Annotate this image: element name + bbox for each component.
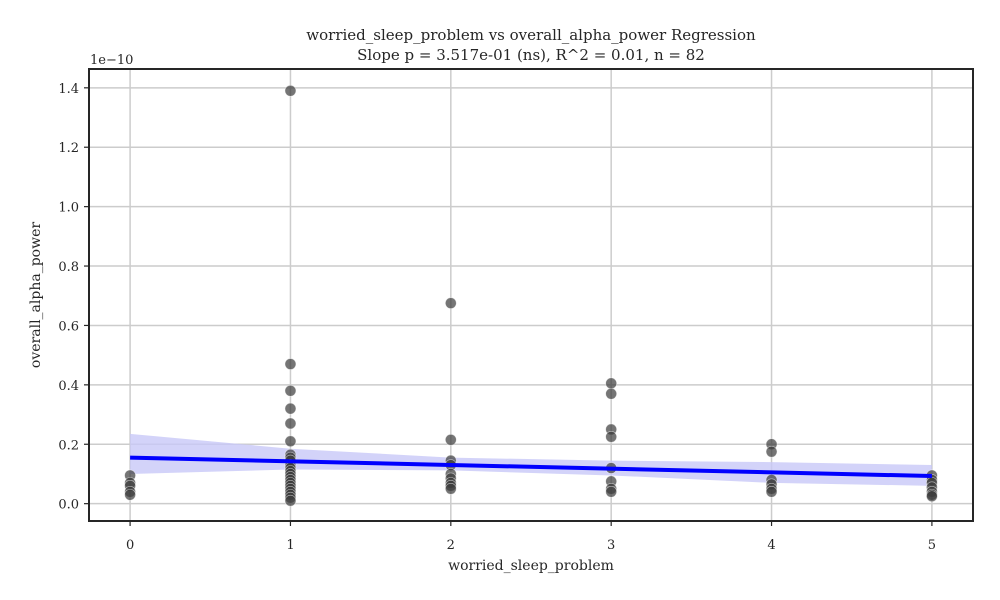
data-point xyxy=(284,435,297,448)
x-tick-label: 3 xyxy=(607,538,615,553)
x-tick-label: 4 xyxy=(767,538,775,553)
data-point xyxy=(284,402,297,415)
data-point xyxy=(445,297,457,309)
chart-subtitle: Slope p = 3.517e-01 (ns), R^2 = 0.01, n … xyxy=(357,46,705,64)
data-point xyxy=(605,377,617,390)
x-tick-label: 1 xyxy=(286,538,294,553)
data-point xyxy=(284,494,297,507)
data-point xyxy=(605,387,617,400)
y-offset-label: 1e−10 xyxy=(90,53,133,68)
data-point xyxy=(124,488,136,501)
plot-frame xyxy=(88,68,974,522)
y-tick-label: 0.4 xyxy=(58,379,79,394)
data-point xyxy=(605,485,617,498)
x-tick-label: 2 xyxy=(447,538,455,553)
regression-line xyxy=(130,455,932,479)
data-point xyxy=(284,84,297,97)
x-axis-label: worried_sleep_problem xyxy=(448,558,614,574)
grid-lines xyxy=(90,70,972,520)
x-tick-label: 5 xyxy=(928,538,936,553)
data-point xyxy=(284,417,297,430)
regression-line-group xyxy=(130,455,932,479)
data-point xyxy=(445,434,457,446)
y-tick-label: 1.2 xyxy=(58,141,79,156)
data-point xyxy=(284,384,297,397)
y-axis-label: overall_alpha_power xyxy=(28,222,44,368)
y-tick-label: 1.4 xyxy=(58,82,79,97)
data-point xyxy=(765,485,778,498)
chart-title: worried_sleep_problem vs overall_alpha_p… xyxy=(306,26,756,44)
x-tick-label: 0 xyxy=(126,538,134,553)
axis-ticks: 0 1 2 3 4 5 0.0 0.2 0.4 0.6 0.8 1.0 1.2 1.4 xyxy=(58,82,936,553)
y-tick-label: 0.2 xyxy=(58,438,79,453)
data-point xyxy=(284,358,297,370)
data-point xyxy=(765,445,778,458)
data-point xyxy=(605,431,617,443)
y-tick-label: 1.0 xyxy=(58,201,79,216)
y-tick-label: 0.0 xyxy=(58,498,79,513)
y-tick-label: 0.6 xyxy=(58,319,79,334)
data-point xyxy=(926,490,938,503)
scatter-points xyxy=(124,84,938,507)
data-point xyxy=(445,483,457,495)
y-tick-label: 0.8 xyxy=(58,260,79,275)
